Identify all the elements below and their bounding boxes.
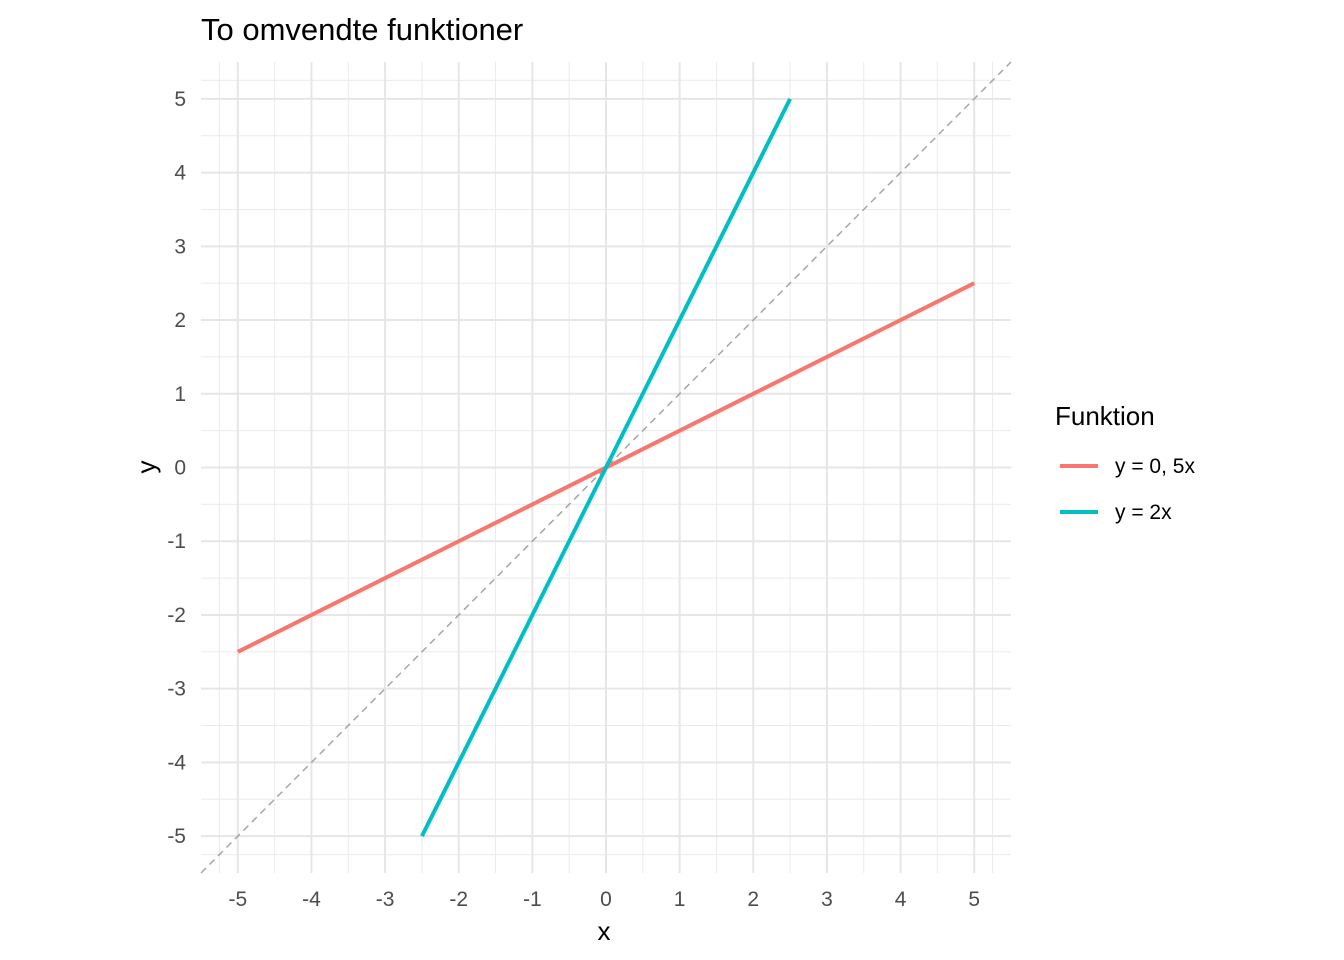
y-tick-label: 3 [174,235,186,258]
legend-label: y = 0, 5x [1115,455,1195,478]
grid [201,62,1011,873]
x-tick-label: 1 [674,888,686,911]
y-tick-label: 0 [174,457,186,480]
x-tick-label: -2 [449,888,468,911]
x-tick-label: -1 [523,888,542,911]
y-axis-ticks: -5 -4 -3 -2 -1 0 1 2 3 4 5 [167,88,186,848]
x-tick-label: -3 [376,888,395,911]
x-tick-label: 0 [600,888,612,911]
x-tick-label: -5 [228,888,247,911]
y-tick-label: -4 [167,751,186,774]
x-tick-label: 4 [895,888,907,911]
legend-label: y = 2x [1115,501,1172,524]
legend: Funktion y = 0, 5x y = 2x [1055,401,1195,524]
x-tick-label: -4 [302,888,321,911]
x-tick-label: 2 [747,888,759,911]
y-tick-label: -1 [167,530,186,553]
series-lines [236,97,976,838]
x-axis-title: x [598,916,611,946]
x-axis-ticks: -5 -4 -3 -2 -1 0 1 2 3 4 5 [228,888,980,911]
x-tick-label: 5 [968,888,980,911]
y-tick-label: -2 [167,604,186,627]
y-axis-title: y [131,461,161,474]
legend-item: y = 2x [1060,501,1172,524]
chart-title: To omvendte funktioner [201,12,523,47]
y-tick-label: -5 [167,825,186,848]
x-tick-label: 3 [821,888,833,911]
legend-items: y = 0, 5x y = 2x [1060,455,1195,524]
y-tick-label: 5 [174,88,186,111]
series-line-2 [420,97,792,838]
legend-title: Funktion [1055,401,1155,431]
y-tick-label: 1 [174,383,186,406]
y-tick-label: 2 [174,309,186,332]
y-tick-label: -3 [167,678,186,701]
legend-item: y = 0, 5x [1060,455,1195,478]
y-tick-label: 4 [174,162,186,185]
